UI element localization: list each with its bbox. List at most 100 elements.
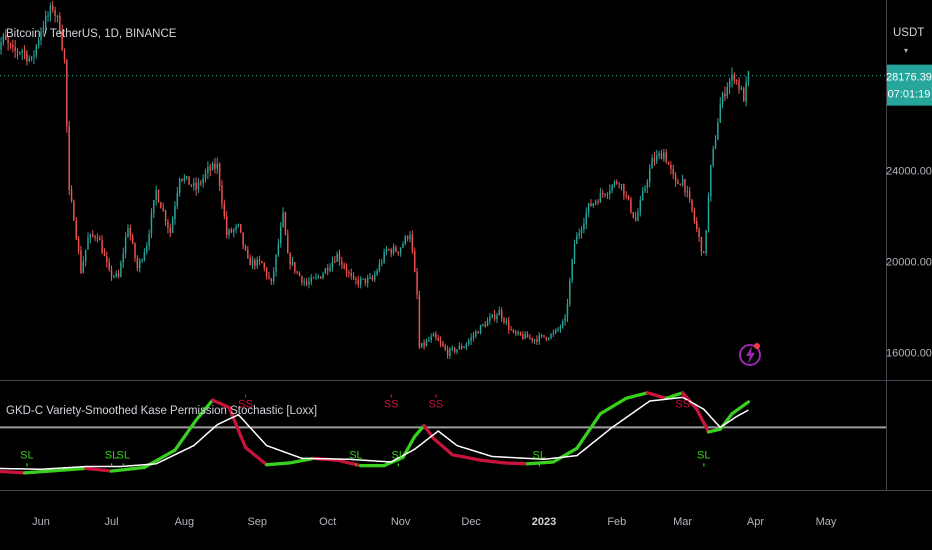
candle-body — [7, 39, 9, 44]
candle-body — [381, 262, 383, 264]
candle-body — [468, 340, 470, 345]
candle-body — [418, 294, 421, 348]
candle-body — [670, 164, 672, 169]
signal-marker — [111, 463, 113, 467]
candle-body — [181, 178, 183, 181]
candle-body — [240, 224, 242, 233]
candle-body — [594, 201, 597, 204]
candle-body — [378, 263, 381, 271]
candle-body — [77, 238, 80, 251]
candle-body — [66, 59, 68, 127]
candle-body — [61, 32, 63, 50]
signal-marker — [538, 463, 540, 467]
candle-body — [395, 247, 397, 252]
symbol-title: Bitcoin / TetherUS, 1D, BINANCE — [6, 28, 177, 40]
candle-body — [557, 328, 559, 330]
candle-body — [637, 212, 639, 221]
candle-body — [16, 50, 19, 53]
candle-body — [428, 340, 430, 342]
candle-body — [251, 259, 254, 266]
candle-body — [658, 153, 660, 156]
candle-body — [477, 331, 479, 334]
candle-body — [463, 347, 465, 349]
candle-body — [435, 333, 437, 338]
candle-body — [73, 201, 75, 221]
candle-body — [559, 326, 562, 329]
candle-body — [301, 276, 303, 283]
candle-body — [303, 281, 305, 283]
candle-body — [639, 199, 642, 213]
candle-body — [576, 235, 578, 244]
candle-body — [413, 251, 416, 272]
x-tick-label: 2023 — [532, 516, 556, 528]
candle-body — [359, 278, 362, 285]
signal-long-label: SL — [349, 449, 362, 461]
candle-body — [103, 253, 106, 257]
candle-body — [733, 74, 736, 81]
candle-body — [486, 320, 489, 327]
signal-marker — [397, 463, 399, 467]
candle-body — [439, 340, 442, 344]
candle-body — [42, 28, 45, 32]
candle-body — [524, 333, 526, 339]
candle-body — [693, 210, 696, 221]
candle-body — [265, 268, 268, 277]
candle-body — [308, 282, 310, 285]
candle-body — [68, 126, 70, 190]
candle-body — [703, 252, 705, 254]
candle-body — [479, 325, 482, 334]
candle-body — [437, 337, 439, 341]
candle-body — [134, 243, 136, 259]
candle-body — [740, 88, 743, 90]
candle-body — [277, 243, 280, 255]
candle-body — [21, 50, 23, 53]
candle-body — [613, 181, 616, 186]
candle-body — [174, 206, 176, 219]
candle-body — [263, 263, 266, 269]
candle-body — [712, 148, 714, 165]
candle-body — [33, 55, 35, 57]
y-tick-label: 24000.00 — [886, 166, 932, 178]
candle-body — [442, 343, 444, 347]
candle-body — [625, 195, 627, 197]
candle-body — [329, 267, 331, 271]
candle-body — [432, 333, 435, 337]
signal-long-label: SL — [105, 449, 118, 461]
candle-body — [606, 193, 609, 195]
candle-body — [40, 31, 42, 41]
candle-body — [653, 158, 656, 162]
candle-body — [5, 34, 7, 40]
candle-body — [731, 74, 733, 81]
candle-body — [242, 232, 244, 246]
candle-body — [681, 179, 684, 186]
candle-body — [120, 262, 122, 277]
candle-body — [660, 153, 663, 160]
candle-body — [446, 349, 449, 356]
candle-body — [522, 334, 524, 339]
candle-body — [228, 229, 230, 235]
candle-body — [496, 315, 498, 320]
candle-body — [124, 237, 127, 254]
candle-body — [717, 122, 719, 140]
candle-body — [667, 162, 670, 165]
candle-body — [197, 182, 200, 190]
candle-body — [63, 49, 66, 60]
signal-marker — [122, 463, 124, 467]
x-tick-label: Nov — [391, 516, 411, 528]
candle-body — [355, 278, 357, 281]
candle-body — [148, 234, 150, 246]
candle-body — [421, 342, 423, 348]
currency-label: USDT — [893, 27, 924, 39]
candle-body — [618, 183, 620, 185]
candle-body — [590, 203, 592, 207]
y-tick-label: 20000.00 — [886, 257, 932, 269]
candle-body — [453, 347, 456, 352]
candle-body — [745, 81, 747, 102]
candle-body — [113, 276, 115, 278]
candle-body — [374, 274, 376, 280]
candle-body — [719, 103, 721, 123]
candle-body — [19, 52, 21, 54]
candle-body — [679, 184, 682, 186]
candle-body — [131, 236, 134, 244]
